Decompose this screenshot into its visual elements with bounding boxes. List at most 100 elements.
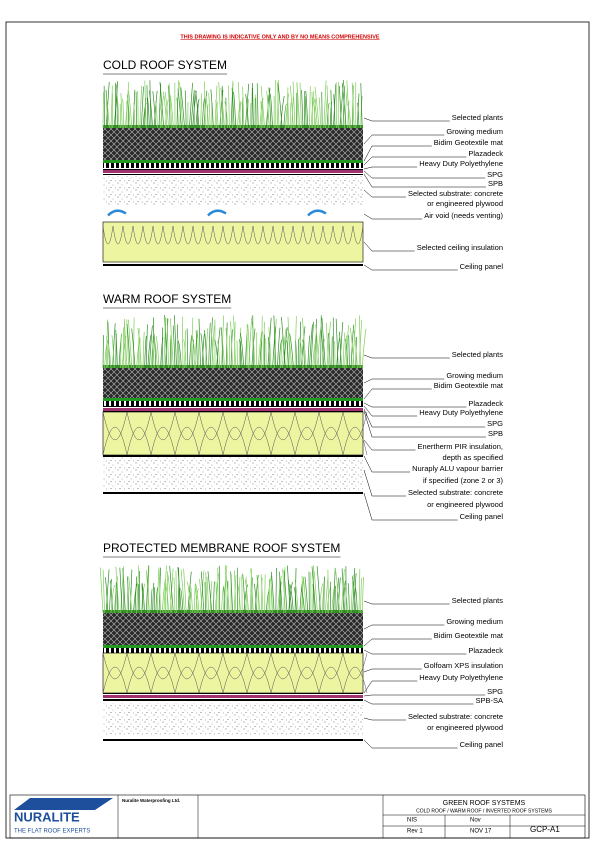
leader-line [363,170,373,179]
plant-blade [220,87,225,129]
plant-blade [230,321,233,369]
plant-blade [305,91,309,129]
plant-blade [200,333,205,369]
plant-blade [326,85,329,129]
plant-blade [325,322,329,369]
plant-blade [195,90,200,129]
plant-blade [155,101,158,129]
plant-blade [279,571,281,614]
insulation-wave [132,225,144,245]
plant-blade [296,83,301,129]
plant-blade [304,96,307,129]
layer-label: Selected plants [452,113,504,122]
leader-line [363,455,373,473]
plant-blade [155,587,159,614]
plant-blade [280,96,285,129]
plant-blade [282,568,286,614]
plant-blade [218,565,221,614]
plant-blade [300,588,305,614]
leader-line [363,145,373,162]
plant-blade [355,336,357,369]
insulation-curve [126,411,152,441]
leader-line [363,405,373,417]
plant-blade [318,583,324,614]
plants-base [103,365,363,368]
plant-blade [252,82,254,129]
plant-blade [333,567,336,614]
plant-blade [106,339,112,369]
layer-label: Growing medium [446,617,503,626]
date: Nov [470,818,481,824]
drawing-number: GCP-A1 [530,825,560,834]
plant-blade [127,94,129,129]
plant-blade [141,86,144,129]
plant-blade [348,335,350,369]
plant-blade [357,102,360,129]
plant-blade [205,96,209,129]
insulation-wave [242,225,254,245]
plant-blade [269,93,273,129]
plant-blade [146,570,150,614]
insulation-wave [142,225,154,245]
plant-blade [159,99,163,129]
sections: COLD ROOF SYSTEM Selected plants Growing m… [99,58,504,749]
plant-blade [255,94,257,129]
plant-blade [287,316,291,369]
plant-blade [221,334,225,369]
layer-label: depth as specified [443,453,503,462]
air-arrow [207,209,227,217]
membrane [103,492,363,494]
layer-label: Ceiling panel [460,512,504,521]
plant-blade [289,584,294,614]
plant-blade [233,91,237,129]
plant-blade [102,569,105,614]
drawing-title: GREEN ROOF SYSTEMS [443,800,526,807]
insulation-wave [282,225,294,245]
spg-layer [103,408,363,411]
plant-blade [110,584,116,614]
plant-blade [169,318,174,369]
roof-section: WARM ROOF SYSTEM Selected plants Growing m… [102,292,504,521]
plant-blade [109,579,112,614]
plant-blade [338,331,342,369]
plant-blade [323,576,325,614]
plant-blade [361,576,364,614]
plant-blade [352,318,357,369]
insulation-curve [198,426,224,456]
company-name: Nuralite Waterproofing Ltd. [122,798,180,803]
plant-blade [165,318,169,369]
plant-blade [344,335,348,369]
layer-label: Bidim Geotextile mat [434,138,504,147]
plant-blade [329,101,333,129]
plant-blade [126,323,131,369]
plant-blade [312,97,317,129]
plant-blade [238,339,243,369]
insulation-curve [318,426,344,456]
insulation-wave [352,225,364,245]
geotextile [103,160,363,163]
insulation-wave [102,225,114,245]
plant-blade [291,96,294,129]
plant-blade [182,316,184,369]
plant-blade [153,339,158,369]
plant-blade [176,97,179,129]
plant-blade [299,82,302,129]
plant-blade [237,584,241,614]
layer-label: Selected substrate: concrete [408,189,503,198]
plant-blade [234,570,237,614]
plant-blade [238,577,241,614]
leader-line [363,189,373,198]
air-arrow [107,209,127,217]
insulation-curve [126,426,152,456]
plant-blade [119,567,123,614]
plant-blade [354,587,358,614]
plant-blade [189,584,193,614]
plant-blade [123,321,128,369]
leader-line [363,402,373,408]
plant-blade [317,329,321,369]
layer-label: Bidim Geotextile mat [434,631,504,640]
plant-blade [358,315,361,369]
plant-blade [183,339,187,369]
header-note: THIS DRAWING IS INDICATIVE ONLY AND BY N… [180,34,379,40]
plant-blade [313,98,317,129]
